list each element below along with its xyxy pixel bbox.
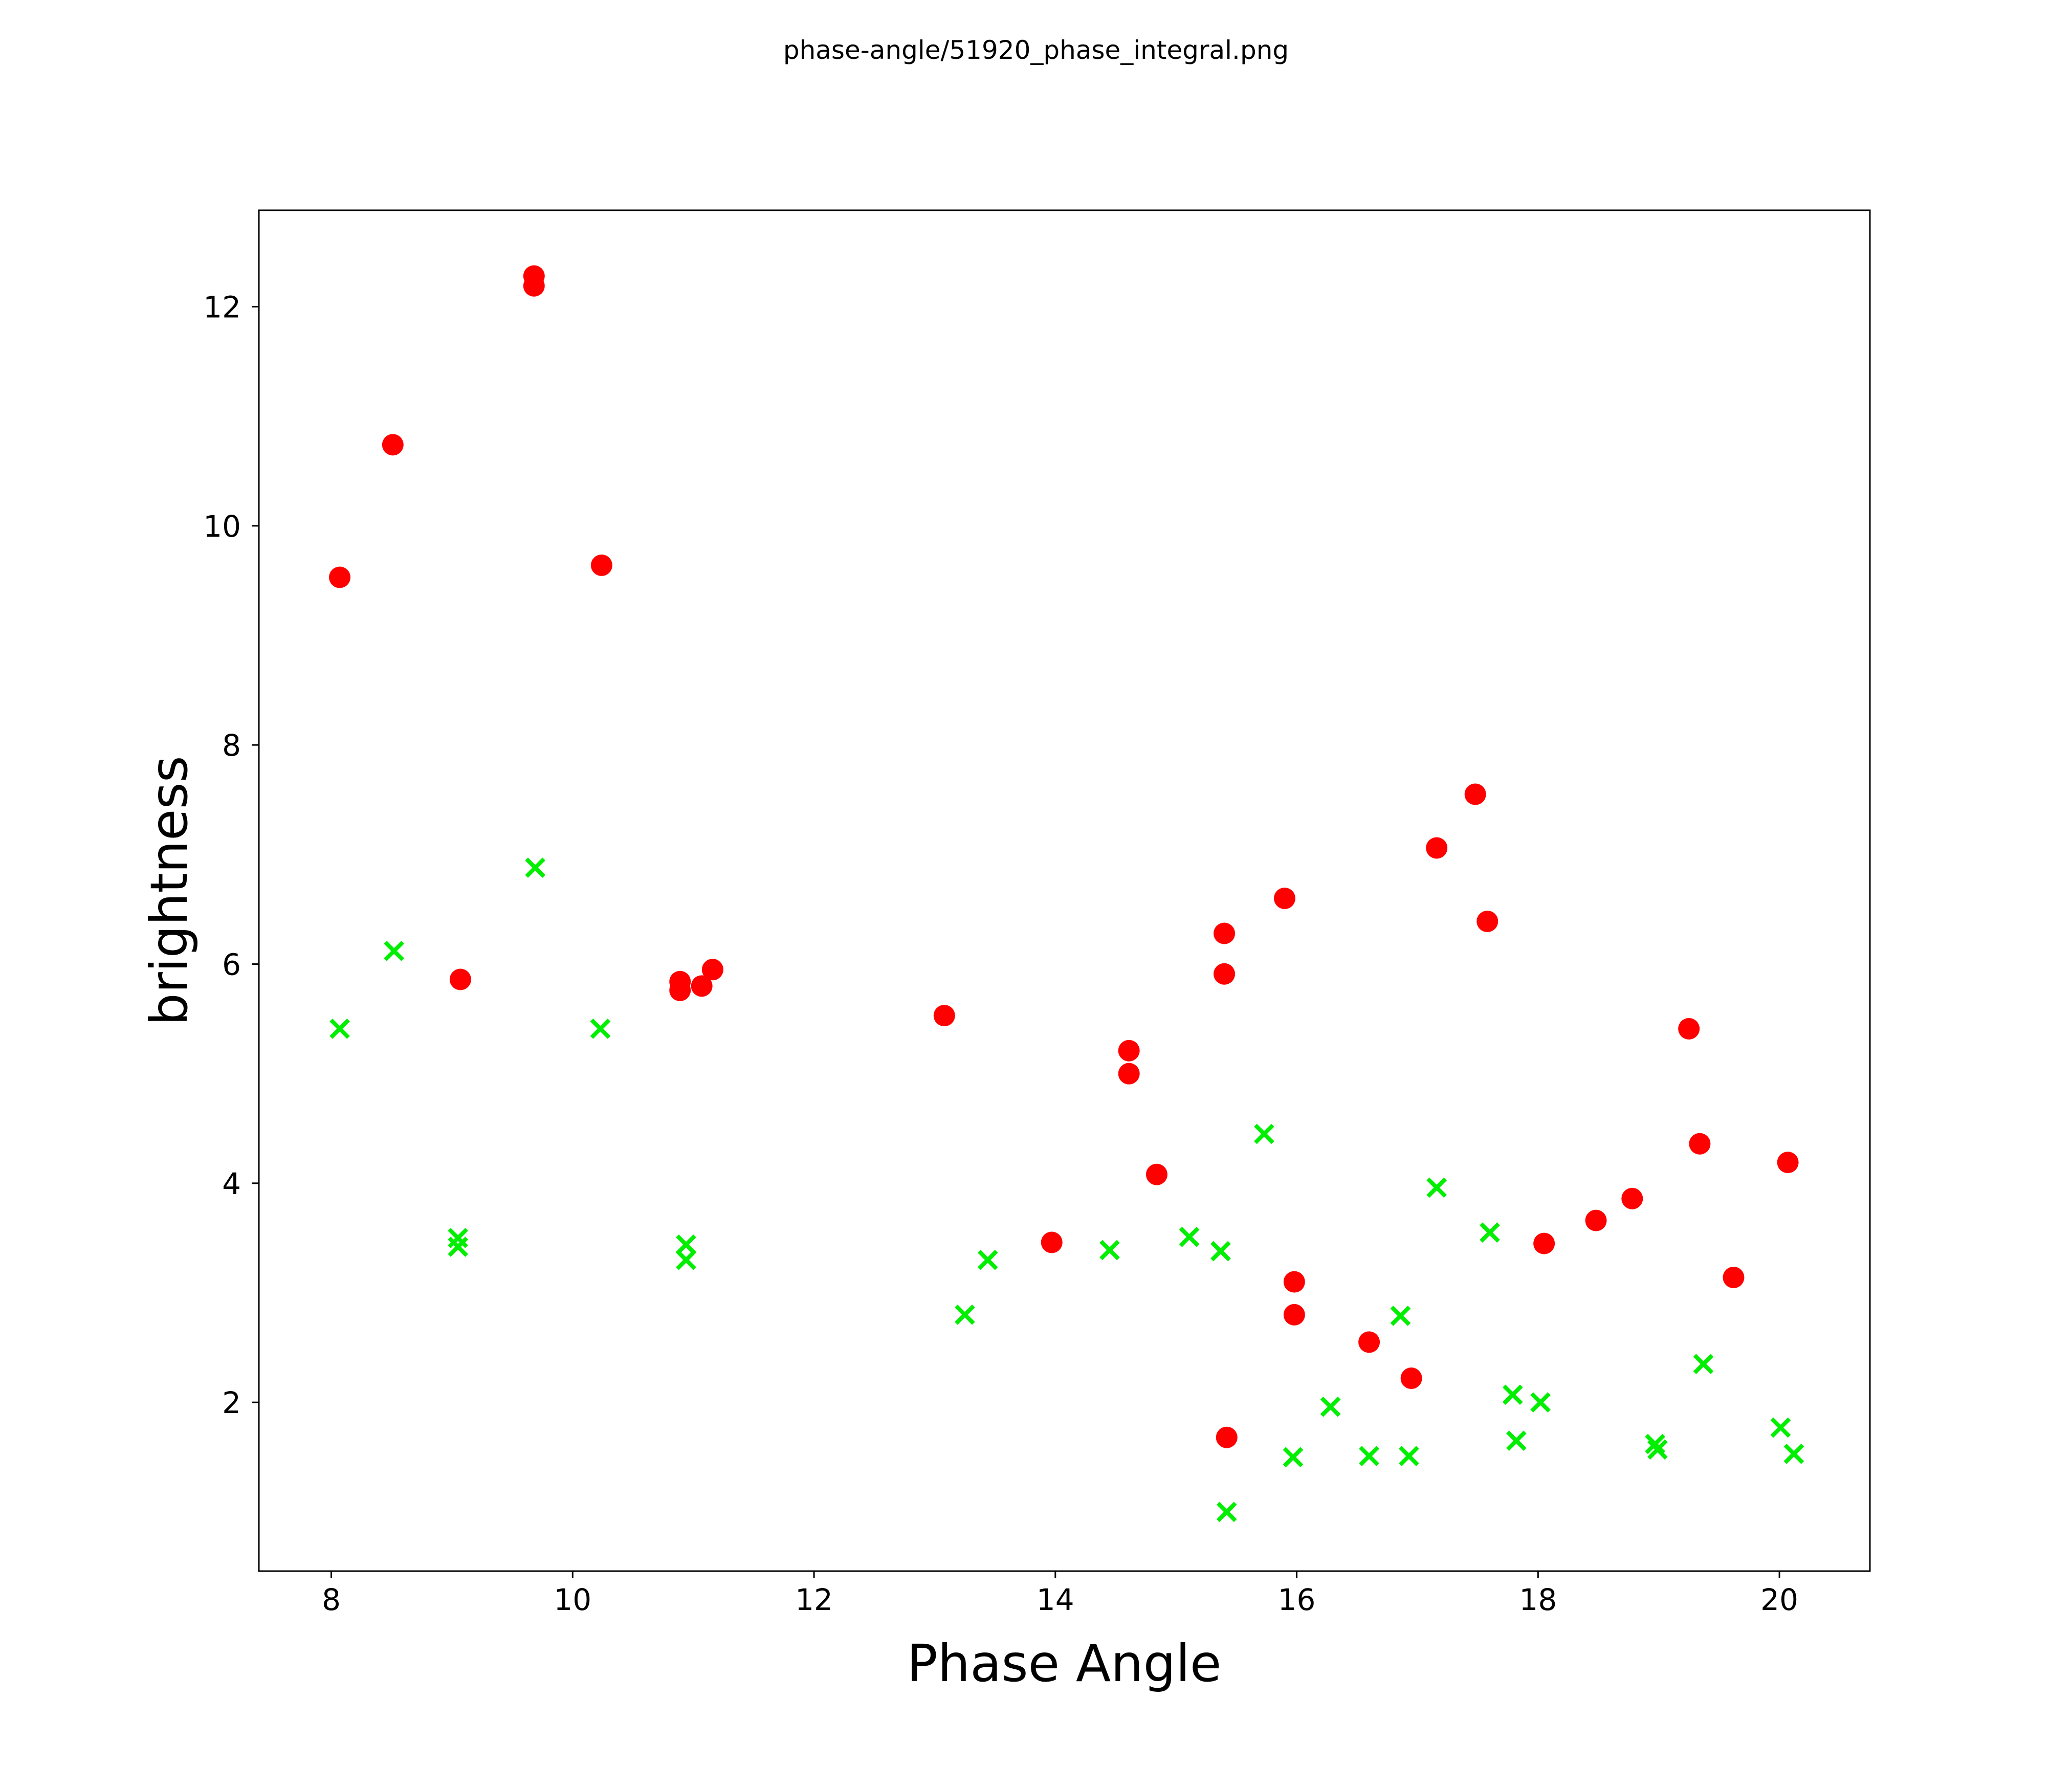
data-point-red-circle <box>1426 837 1448 859</box>
data-point-green-cross <box>1783 1444 1804 1464</box>
data-point-green-cross <box>1530 1392 1551 1413</box>
data-point-red-circle <box>1283 1271 1305 1293</box>
x-tick-label: 20 <box>1760 1582 1798 1617</box>
data-points <box>329 265 1804 1523</box>
y-axis-label: brightness <box>139 756 199 1026</box>
data-point-red-circle <box>1723 1267 1745 1289</box>
y-tick-label: 4 <box>222 1166 241 1201</box>
data-point-red-circle <box>1777 1152 1799 1174</box>
data-point-green-cross <box>329 1019 350 1039</box>
data-point-green-cross <box>1179 1226 1200 1247</box>
data-point-red-circle <box>1464 783 1486 805</box>
data-point-green-cross <box>1506 1430 1527 1451</box>
data-point-green-cross <box>1502 1384 1523 1405</box>
data-point-green-cross <box>1647 1439 1668 1460</box>
data-point-red-circle <box>329 566 351 588</box>
data-point-red-circle <box>1118 1040 1140 1062</box>
data-point-green-cross <box>977 1249 998 1270</box>
data-point-green-cross <box>955 1305 975 1325</box>
data-point-red-circle <box>382 434 404 456</box>
data-point-red-circle <box>1283 1304 1305 1326</box>
data-point-green-cross <box>384 940 405 961</box>
data-point-red-circle <box>1689 1133 1711 1155</box>
data-point-green-cross <box>1210 1241 1231 1262</box>
data-point-red-circle <box>1273 887 1295 909</box>
data-point-red-circle <box>691 975 713 997</box>
data-point-green-cross <box>1390 1306 1411 1326</box>
x-tick-label: 18 <box>1519 1582 1557 1617</box>
data-point-red-circle <box>1145 1163 1167 1185</box>
data-point-green-cross <box>448 1237 469 1257</box>
data-point-green-cross <box>1359 1446 1379 1466</box>
axis-ticks: 8 10 12 14 16 18 20 2 4 6 8 10 12 <box>203 290 1798 1617</box>
data-point-red-circle <box>1358 1331 1380 1353</box>
x-axis-label: Phase Angle <box>907 1634 1222 1693</box>
y-tick-label: 8 <box>222 728 241 763</box>
data-point-green-cross <box>1216 1502 1237 1523</box>
data-point-red-circle <box>1118 1063 1140 1085</box>
plot-area <box>258 209 1871 1572</box>
x-tick-label: 16 <box>1278 1582 1316 1617</box>
data-point-green-cross <box>1399 1446 1419 1466</box>
data-point-green-cross <box>1254 1123 1274 1144</box>
data-point-green-cross <box>1320 1396 1341 1417</box>
data-point-green-cross <box>1770 1417 1791 1438</box>
data-point-green-cross <box>1426 1177 1447 1198</box>
data-point-green-cross <box>676 1234 696 1255</box>
data-point-green-cross <box>525 857 545 878</box>
data-point-red-circle <box>933 1005 955 1027</box>
data-point-red-circle <box>701 959 723 981</box>
data-point-green-cross <box>1645 1433 1665 1454</box>
data-point-green-cross <box>1480 1222 1500 1243</box>
x-tick-label: 10 <box>554 1582 591 1617</box>
chart-title: phase-angle/51920_phase_integral.png <box>783 35 1289 65</box>
data-point-red-circle <box>669 979 691 1001</box>
y-tick-label: 2 <box>222 1385 241 1420</box>
data-point-red-circle <box>1585 1209 1607 1231</box>
data-point-green-cross <box>1283 1447 1304 1468</box>
y-tick-label: 6 <box>222 947 241 982</box>
data-point-red-circle <box>1533 1232 1555 1254</box>
data-point-red-circle <box>1214 922 1236 944</box>
data-point-red-circle <box>523 275 545 297</box>
data-point-red-circle <box>449 968 471 990</box>
data-point-green-cross <box>1693 1354 1714 1375</box>
x-tick-label: 8 <box>322 1582 341 1617</box>
data-point-red-circle <box>1476 910 1498 932</box>
y-tick-label: 10 <box>203 509 241 544</box>
data-point-red-circle <box>1214 963 1236 985</box>
data-point-green-cross <box>676 1249 696 1270</box>
data-point-green-cross <box>590 1019 611 1039</box>
data-point-red-circle <box>1400 1367 1422 1389</box>
data-point-green-cross <box>1099 1240 1120 1261</box>
data-point-red-circle <box>1041 1231 1063 1253</box>
x-tick-label: 14 <box>1037 1582 1074 1617</box>
y-tick-label: 12 <box>203 290 241 324</box>
data-point-red-circle <box>1678 1018 1700 1040</box>
data-point-red-circle <box>1621 1187 1643 1209</box>
data-point-red-circle <box>1216 1426 1238 1448</box>
data-point-red-circle <box>590 554 612 576</box>
x-tick-label: 12 <box>795 1582 833 1617</box>
